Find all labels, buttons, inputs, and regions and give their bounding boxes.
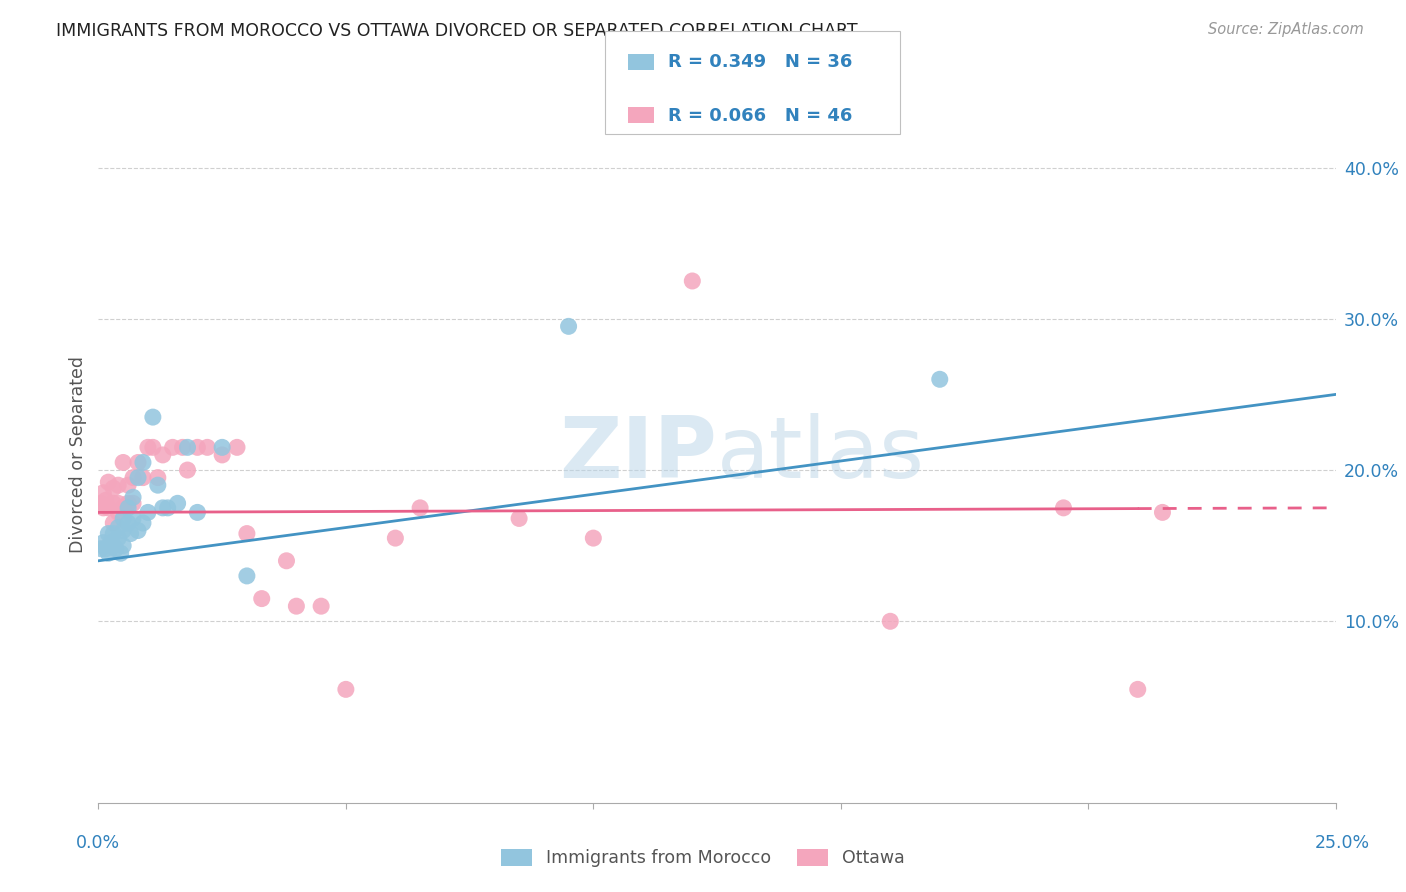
Text: 25.0%: 25.0% [1315,834,1371,852]
Point [90,496,112,510]
Point [107,505,129,519]
Point [1126,682,1149,697]
Text: IMMIGRANTS FROM MOROCCO VS OTTAWA DIVORCED OR SEPARATED CORRELATION CHART: IMMIGRANTS FROM MOROCCO VS OTTAWA DIVORC… [56,22,858,40]
Point [166,496,188,510]
Point [186,441,208,455]
Point [100,535,122,549]
Point [928,372,950,386]
Point [132,516,155,530]
Point [176,463,198,477]
Point [117,516,139,530]
Point [132,470,155,484]
Point [195,441,218,455]
Point [176,441,198,455]
Point [136,441,159,455]
Point [508,511,530,525]
Point [122,490,145,504]
Text: Source: ZipAtlas.com: Source: ZipAtlas.com [1208,22,1364,37]
Point [162,441,184,455]
Point [97,500,120,515]
Point [104,541,127,556]
Point [103,526,125,541]
Text: R = 0.066   N = 46: R = 0.066 N = 46 [668,107,852,125]
Point [409,500,432,515]
Point [309,599,332,614]
Point [335,682,357,697]
Point [156,500,179,515]
Y-axis label: Divorced or Separated: Divorced or Separated [69,357,87,553]
Point [97,526,120,541]
Point [122,470,145,484]
Point [236,569,259,583]
Point [236,526,259,541]
Point [112,455,135,469]
Point [276,554,298,568]
Point [117,496,139,510]
Point [582,531,605,545]
Point [107,520,129,534]
Point [384,531,406,545]
Point [250,591,273,606]
Point [681,274,703,288]
Text: 0.0%: 0.0% [76,834,121,852]
Point [90,541,112,556]
Point [211,441,233,455]
Point [879,615,901,629]
Point [112,539,135,553]
Point [112,524,135,538]
Point [127,524,149,538]
Point [122,496,145,510]
Point [93,485,115,500]
Point [186,505,208,519]
Point [103,481,125,495]
Point [93,500,115,515]
Point [93,535,115,549]
Point [136,505,159,519]
Point [142,441,165,455]
Point [94,493,117,508]
Legend: Immigrants from Morocco, Ottawa: Immigrants from Morocco, Ottawa [494,842,912,874]
Point [211,448,233,462]
Point [112,500,135,515]
Text: atlas: atlas [717,413,925,497]
Point [103,539,125,553]
Point [146,478,169,492]
Point [117,478,139,492]
Point [1152,505,1174,519]
Point [103,516,125,530]
Point [132,455,155,469]
Point [107,531,129,545]
Point [117,500,139,515]
Point [94,541,117,556]
Point [112,511,135,525]
Point [127,455,149,469]
Point [172,441,194,455]
Point [110,546,132,560]
Point [142,410,165,425]
Point [152,500,174,515]
Point [103,496,125,510]
Point [107,496,129,510]
Point [557,319,579,334]
Text: R = 0.349   N = 36: R = 0.349 N = 36 [668,54,852,71]
Text: ZIP: ZIP [560,413,717,497]
Point [107,478,129,492]
Point [120,526,142,541]
Point [97,475,120,490]
Point [127,470,149,484]
Point [226,441,249,455]
Point [97,546,120,560]
Point [285,599,308,614]
Point [146,470,169,484]
Point [1052,500,1074,515]
Point [152,448,174,462]
Point [122,511,145,525]
